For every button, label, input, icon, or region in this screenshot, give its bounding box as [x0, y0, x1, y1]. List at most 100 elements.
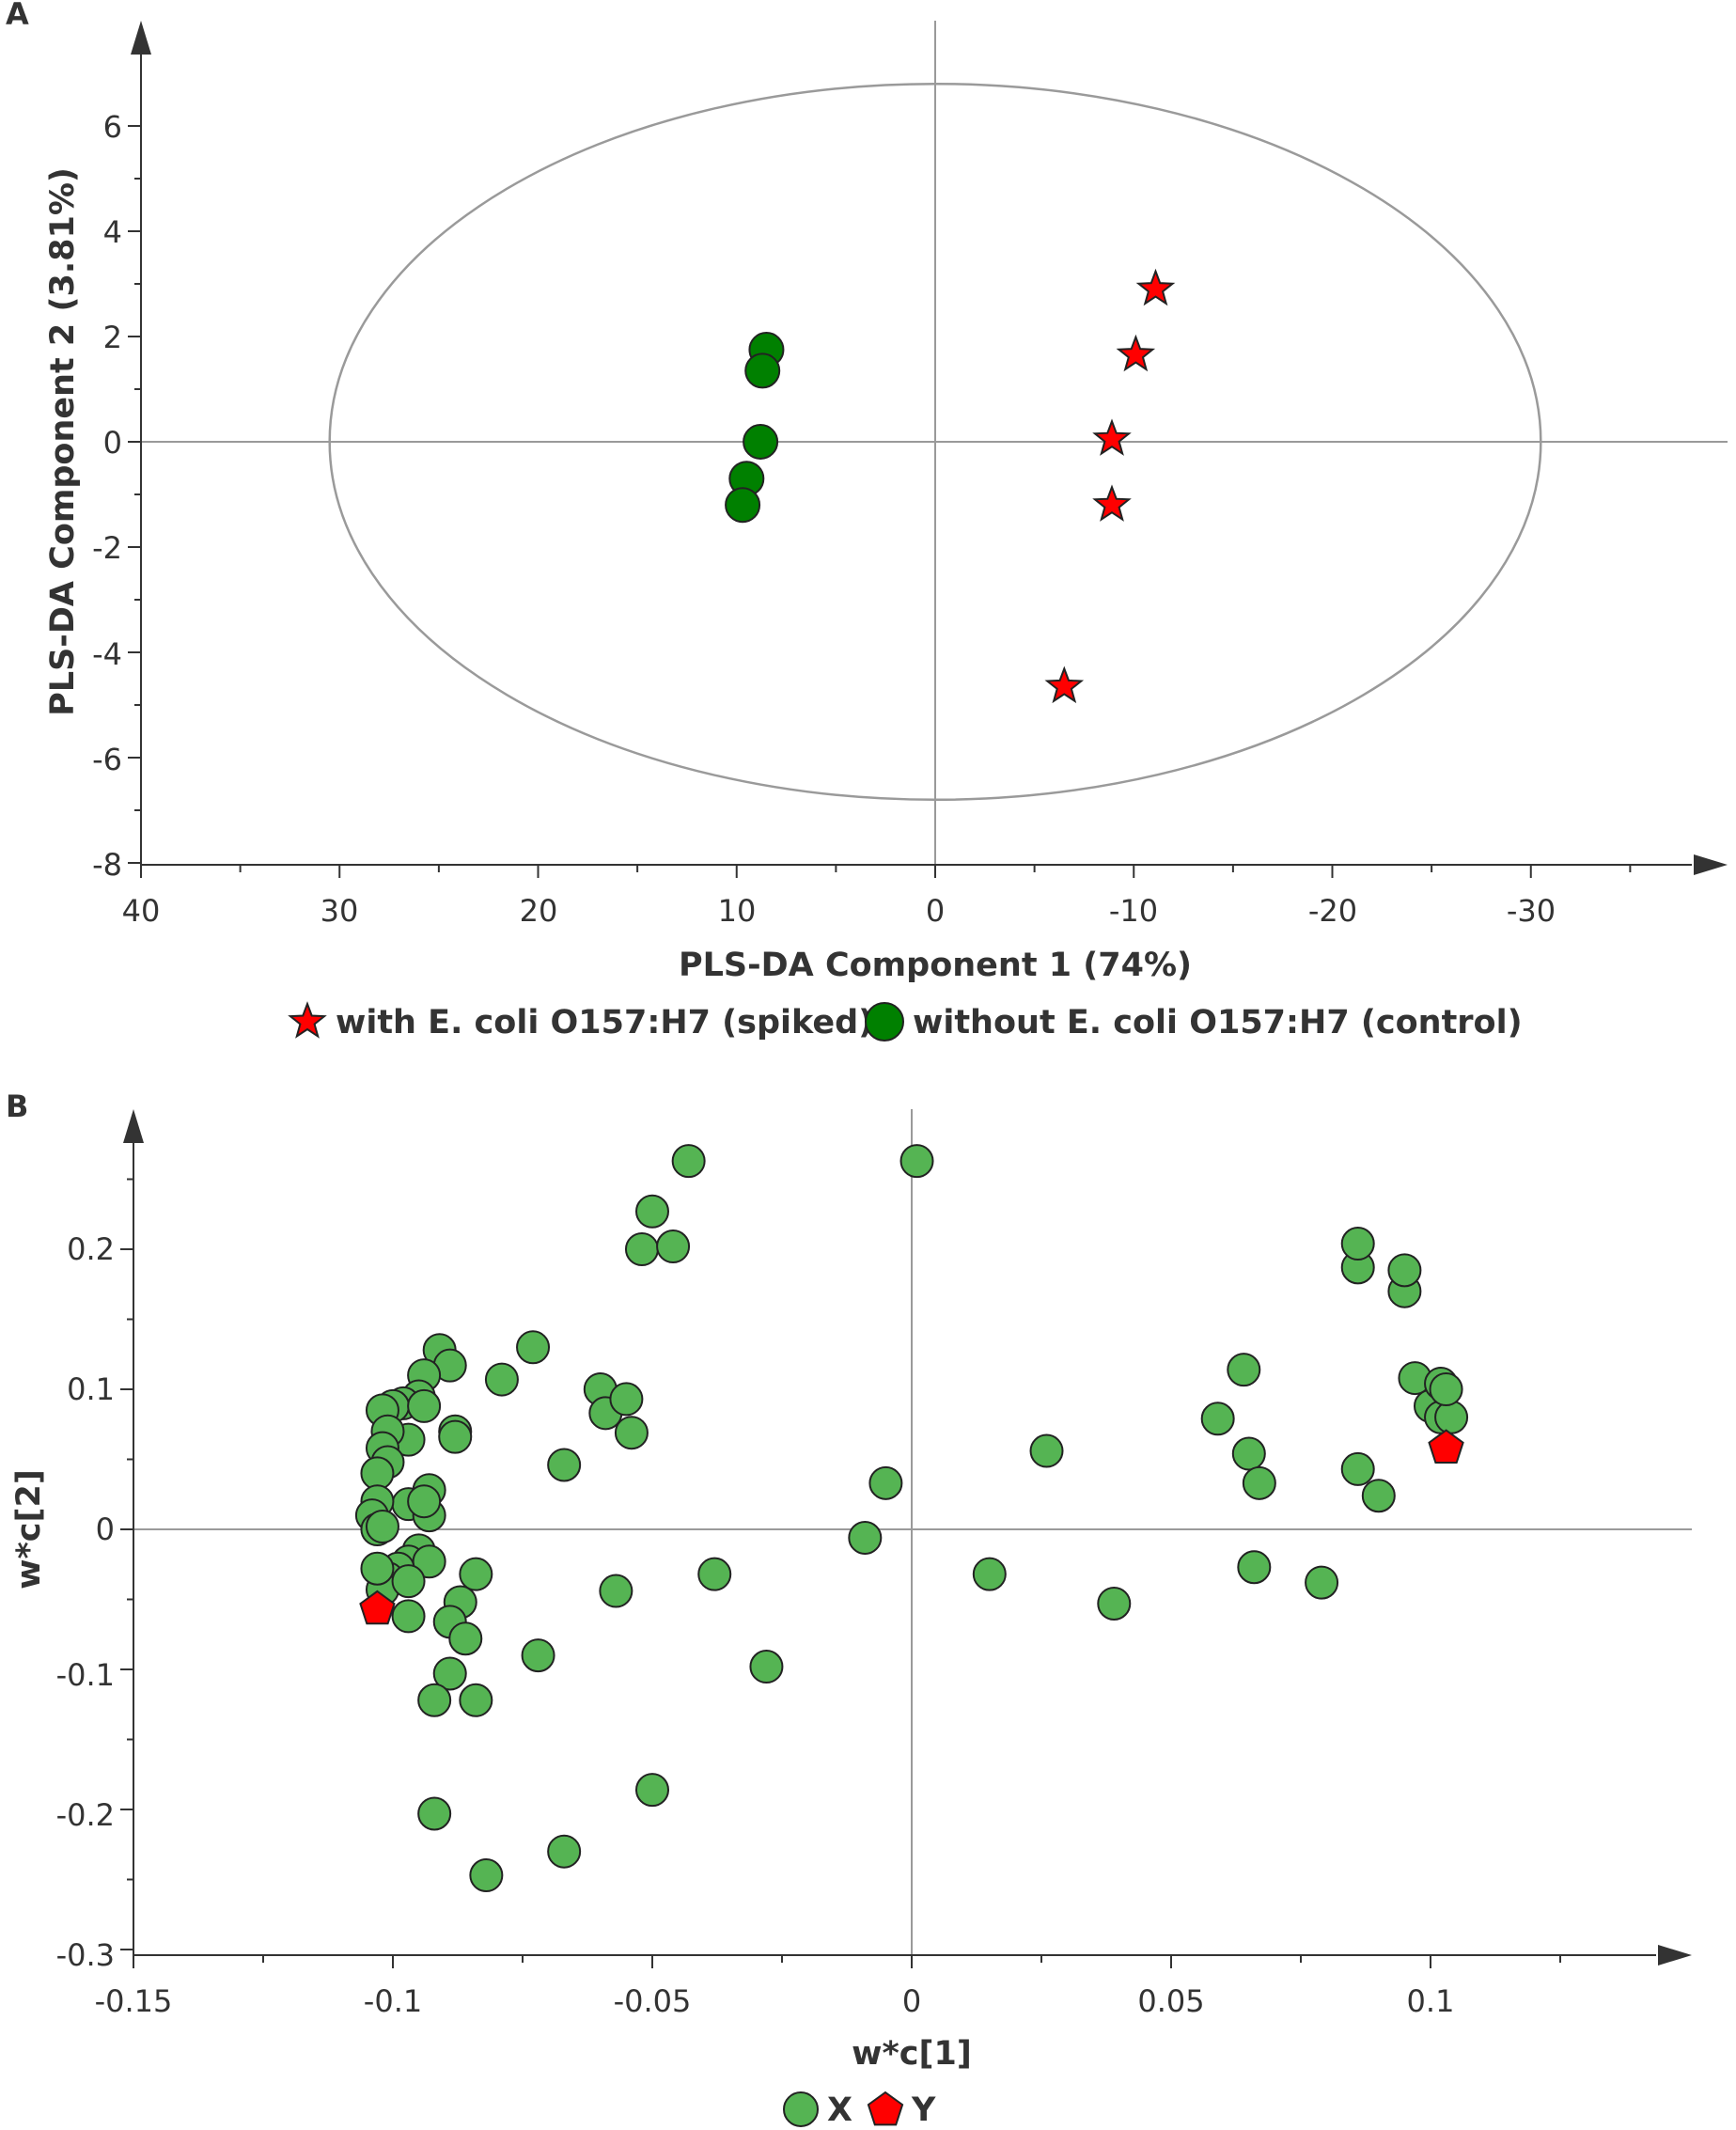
x-loading-point-18: [614, 1416, 649, 1450]
x-tick-label-a-1: 30: [321, 893, 359, 929]
x-loading-point-59: [547, 1834, 582, 1869]
legend-a-label-control: without E. coli O157:H7 (control): [913, 1004, 1523, 1042]
spiked-star-point-4: [1044, 666, 1085, 704]
y-tick-label-b-5: 0.2: [67, 1231, 115, 1267]
x-loading-point-1: [671, 1144, 706, 1179]
panel-b-y-axis-arrow: [123, 1109, 144, 1143]
x-tick-label-a-7: -30: [1507, 893, 1556, 929]
legend-b-label-x: X: [827, 2091, 852, 2129]
y-tick-label-b-3: 0: [96, 1511, 115, 1547]
y-tick-label-a-2: -4: [92, 636, 122, 672]
y-tick-label-a-1: -6: [92, 742, 122, 777]
y-tick-label-a-3: -2: [92, 530, 122, 566]
x-tick-label-a-2: 20: [520, 893, 558, 929]
x-loading-point-2: [635, 1194, 669, 1229]
y-tick-label-a-4: 0: [103, 425, 122, 461]
x-loading-point-73: [1340, 1227, 1375, 1261]
y-tick-label-b-4: 0.1: [67, 1371, 115, 1407]
x-loading-point-14: [407, 1388, 442, 1423]
legend-b-label-y: Y: [911, 2091, 936, 2129]
x-loading-point-34: [365, 1510, 399, 1544]
x-loading-point-55: [417, 1683, 452, 1717]
y-tick-label-a-0: -8: [92, 847, 122, 883]
x-loading-point-4: [656, 1229, 691, 1264]
x-loading-point-0: [899, 1144, 934, 1179]
x-tick-label-a-0: 40: [122, 893, 161, 929]
x-loading-point-42: [391, 1564, 426, 1599]
x-loading-point-71: [1361, 1479, 1396, 1513]
panel-a-y-axis-arrow: [131, 21, 151, 55]
panel-b-points: [354, 1144, 1469, 1893]
legend-a-label-spiked: with E. coli O157:H7 (spiked): [336, 1004, 873, 1042]
x-loading-point-20: [438, 1419, 473, 1454]
legend-star-icon: [288, 1001, 327, 1039]
spiked-star-point-3: [1092, 484, 1132, 522]
x-loading-point-61: [972, 1557, 1007, 1591]
y-axis-title-b: w*c[2]: [10, 1469, 48, 1590]
x-loading-point-58: [469, 1858, 504, 1893]
panel-a: A -8 -6 -4 -2 0 2 4 6 40 30 20 10 0 -10 …: [6, 0, 1728, 1042]
x-loading-point-57: [417, 1796, 452, 1831]
legend-a: with E. coli O157:H7 (spiked) without E.…: [288, 1001, 1523, 1042]
panel-label-b: B: [6, 1088, 28, 1124]
control-circle-point-4: [725, 487, 761, 524]
panel-b-x-axis-arrow: [1658, 1945, 1692, 1966]
panel-a-points: [725, 268, 1176, 704]
y-pentagon-point-1: [1428, 1429, 1464, 1464]
x-loading-point-62: [1097, 1586, 1132, 1621]
spiked-star-point-2: [1092, 418, 1132, 456]
y-pentagon-point-0: [359, 1590, 396, 1625]
x-tick-label-b-3: 0: [902, 1983, 921, 2019]
spiked-star-point-0: [1135, 268, 1176, 306]
x-loading-point-5: [516, 1330, 551, 1365]
x-loading-point-49: [521, 1638, 555, 1673]
x-loading-point-80: [1434, 1400, 1469, 1434]
x-loading-point-46: [459, 1557, 493, 1591]
x-loading-point-52: [749, 1650, 784, 1684]
panel-a-x-axis-arrow: [1694, 854, 1728, 875]
y-tick-label-a-5: 2: [103, 320, 122, 355]
x-tick-label-b-2: -0.05: [614, 1983, 692, 2019]
x-axis-title-a: PLS-DA Component 1 (74%): [679, 947, 1192, 984]
y-tick-label-b-1: -0.2: [56, 1797, 115, 1833]
panel-label-a: A: [6, 0, 29, 32]
x-loading-point-60: [635, 1773, 669, 1808]
x-loading-point-48: [448, 1621, 483, 1656]
x-loading-point-50: [599, 1574, 633, 1608]
panel-a-y-ticks: [128, 125, 141, 864]
x-loading-point-53: [848, 1520, 883, 1555]
x-loading-point-26: [547, 1448, 582, 1482]
x-loading-point-63: [1029, 1433, 1064, 1468]
x-tick-label-b-0: -0.15: [95, 1983, 173, 2019]
legend-b: X Y: [783, 2091, 936, 2129]
x-loading-point-35: [407, 1484, 442, 1519]
x-loading-point-64: [1200, 1402, 1235, 1436]
x-loading-point-17: [609, 1382, 644, 1417]
x-loading-point-8: [484, 1362, 519, 1397]
panel-b: B -0.3 -0.2 -0.1 0 0.1 0.2 -0.15 -0.1 -0…: [6, 1088, 1692, 2129]
x-loading-point-65: [1227, 1353, 1261, 1387]
panel-b-y-ticks: [120, 1178, 133, 1950]
confidence-ellipse: [328, 82, 1542, 802]
x-tick-label-b-5: 0.1: [1407, 1983, 1455, 2019]
x-loading-point-81: [1429, 1372, 1463, 1406]
y-tick-label-b-2: -0.1: [56, 1657, 115, 1693]
x-loading-point-44: [391, 1599, 426, 1634]
panel-a-x-ticks: [140, 865, 1632, 878]
x-tick-label-a-4: 0: [926, 893, 945, 929]
legend-y-pentagon-icon: [867, 2091, 904, 2126]
x-tick-label-a-3: 10: [718, 893, 757, 929]
x-loading-point-68: [1237, 1550, 1272, 1585]
y-tick-label-a-6: 4: [103, 214, 122, 250]
x-loading-point-3: [624, 1232, 659, 1266]
x-axis-title-b: w*c[1]: [852, 2035, 972, 2073]
x-tick-label-a-6: -20: [1308, 893, 1357, 929]
panel-b-x-ticks: [133, 1955, 1561, 1968]
legend-x-circle-icon: [783, 2091, 819, 2127]
x-loading-point-70: [1340, 1451, 1375, 1486]
x-tick-label-b-4: 0.05: [1137, 1983, 1204, 2019]
y-tick-label-b-0: -0.3: [56, 1937, 115, 1973]
x-loading-point-43: [360, 1551, 395, 1586]
control-circle-point-2: [743, 424, 779, 460]
